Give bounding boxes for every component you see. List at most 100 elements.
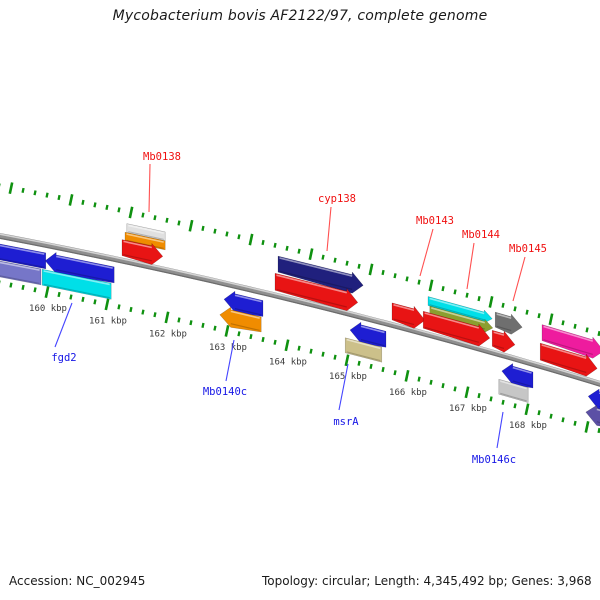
- ruler-tick-bottom: [261, 336, 265, 343]
- gene-arrow-gene-slate-left-edge[interactable]: [0, 259, 42, 286]
- gene-label-Mb0145[interactable]: Mb0145: [509, 243, 547, 255]
- ruler-tick-top: [393, 273, 397, 279]
- ruler-tick-bottom: [21, 284, 25, 290]
- ruler-tick-bottom: [284, 339, 290, 352]
- ruler-tick-bottom: [249, 334, 253, 340]
- ruler-tick-top: [261, 239, 265, 246]
- gene-arrow-Mb0140c[interactable]: [219, 306, 262, 333]
- ruler-tick-top: [201, 225, 205, 231]
- gene-arrow-gene-blue-right-edge[interactable]: [587, 388, 600, 412]
- leader-line-Mb0143: [419, 228, 434, 277]
- ruler-tick-top: [21, 187, 25, 193]
- genome-backbone: [0, 233, 600, 387]
- gene-arrow-gene-magenta[interactable]: [541, 324, 600, 359]
- gene-bevel-highlight: [43, 270, 110, 286]
- ruler-tick-top: [213, 228, 217, 234]
- ruler-tick-top: [45, 192, 49, 198]
- gene-arrow-gene-blue-165[interactable]: [349, 321, 387, 348]
- ruler-label: 168 kbp: [509, 421, 547, 431]
- gene-label-Mb0143[interactable]: Mb0143: [416, 215, 454, 227]
- gene-bevel-highlight: [596, 408, 600, 412]
- ruler-tick-top: [405, 276, 409, 282]
- ruler-tick-bottom: [141, 309, 145, 315]
- gene-arrow-Mb0144[interactable]: [422, 310, 491, 347]
- gene-bevel-highlight: [230, 310, 260, 319]
- ruler-tick-top: [177, 220, 181, 226]
- ruler-tick-top: [585, 327, 589, 333]
- ruler-tick-top: [237, 234, 241, 240]
- gene-bevel-shadow: [43, 283, 110, 299]
- ruler-tick-bottom: [189, 320, 193, 326]
- gene-arrow-Mb0145[interactable]: [494, 311, 523, 335]
- ruler-tick-bottom: [584, 421, 590, 433]
- gene-bevel-highlight: [276, 274, 347, 294]
- ruler-tick-top: [477, 296, 481, 302]
- ruler-tick-bottom: [369, 363, 373, 369]
- gene-bevel-shadow: [543, 339, 593, 356]
- gene-arrow-gene-red-right[interactable]: [539, 342, 598, 377]
- ruler-tick-bottom: [549, 413, 553, 419]
- gene-bevel-highlight: [234, 294, 262, 303]
- ruler-tick-top: [117, 207, 121, 213]
- ruler-tick-top: [57, 194, 61, 201]
- leader-line-msrA: [338, 363, 349, 411]
- gene-arrow-gene-blue-167[interactable]: [501, 363, 534, 389]
- gene-bevel-highlight: [0, 244, 45, 255]
- ruler-tick-top: [0, 183, 1, 189]
- gene-bevel-highlight: [429, 297, 485, 315]
- gene-bevel-highlight: [346, 338, 381, 350]
- gene-arrow-msrA[interactable]: [344, 337, 383, 363]
- ruler-label: 164 kbp: [269, 357, 307, 367]
- gene-arrow-Mb0146c[interactable]: [498, 378, 529, 403]
- ruler-tick-top: [333, 257, 337, 263]
- ruler-tick-top: [357, 263, 361, 269]
- gene-bevel-shadow: [0, 275, 40, 285]
- gene-label-Mb0144[interactable]: Mb0144: [462, 229, 500, 241]
- ruler-tick-bottom: [344, 354, 350, 367]
- gene-bevel-shadow: [0, 258, 45, 268]
- gene-bevel-shadow: [234, 308, 262, 316]
- gene-bevel-highlight: [126, 233, 164, 243]
- ruler-tick-top: [321, 254, 325, 260]
- ruler-tick-top: [381, 269, 385, 276]
- gene-bevel-shadow: [276, 288, 347, 308]
- ruler-tick-bottom: [477, 393, 481, 399]
- gene-arrow-cyp138[interactable]: [274, 272, 359, 312]
- ruler-tick-top: [165, 217, 169, 223]
- gene-arrow-gene-blue-160[interactable]: [44, 251, 115, 284]
- ruler-tick-top: [441, 286, 445, 292]
- accession-text: Accession: NC_002945: [9, 574, 146, 588]
- ruler-tick-bottom: [273, 339, 277, 345]
- gene-arrow-fgd2[interactable]: [41, 268, 112, 300]
- gene-bevel-highlight: [56, 255, 113, 269]
- gene-bevel-shadow: [541, 358, 587, 374]
- gene-arrow-Mb0138[interactable]: [121, 239, 164, 265]
- gene-arrow-gene-purple-right-edge[interactable]: [585, 404, 600, 428]
- ruler-label: 162 kbp: [149, 329, 187, 339]
- ruler-tick-bottom: [513, 403, 517, 409]
- ruler-tick-top: [488, 296, 494, 308]
- ruler-tick-top: [153, 215, 157, 221]
- gene-bevel-highlight: [360, 325, 385, 334]
- ruler-tick-top: [548, 313, 554, 326]
- gene-label-fgd2[interactable]: fgd2: [51, 352, 76, 364]
- gene-bevel-shadow: [512, 380, 532, 387]
- gene-label-msrA[interactable]: msrA: [333, 416, 359, 428]
- gene-label-cyp138[interactable]: cyp138: [318, 193, 356, 205]
- ruler-tick-top: [345, 260, 349, 266]
- gene-arrow-cyp138-upper[interactable]: [277, 255, 364, 294]
- gene-arrow-Mb0145-lower[interactable]: [491, 329, 516, 353]
- gene-bevel-highlight: [128, 224, 164, 234]
- gene-label-Mb0138[interactable]: Mb0138: [143, 151, 181, 163]
- gene-arrow-gene-blue-left-edge[interactable]: [0, 242, 47, 270]
- gene-label-Mb0140c[interactable]: Mb0140c: [203, 386, 247, 398]
- ruler-tick-bottom: [297, 345, 301, 351]
- ruler-label: 160 kbp: [29, 304, 67, 314]
- gene-label-Mb0146c[interactable]: Mb0146c: [472, 454, 516, 466]
- gene-arrow-gene-blue-163[interactable]: [223, 290, 264, 317]
- ruler-tick-top: [537, 313, 541, 319]
- gene-bevel-highlight: [431, 307, 486, 324]
- ruler-tick-bottom: [201, 322, 205, 328]
- ruler-tick-bottom: [489, 396, 493, 402]
- ruler-tick-bottom: [573, 420, 577, 426]
